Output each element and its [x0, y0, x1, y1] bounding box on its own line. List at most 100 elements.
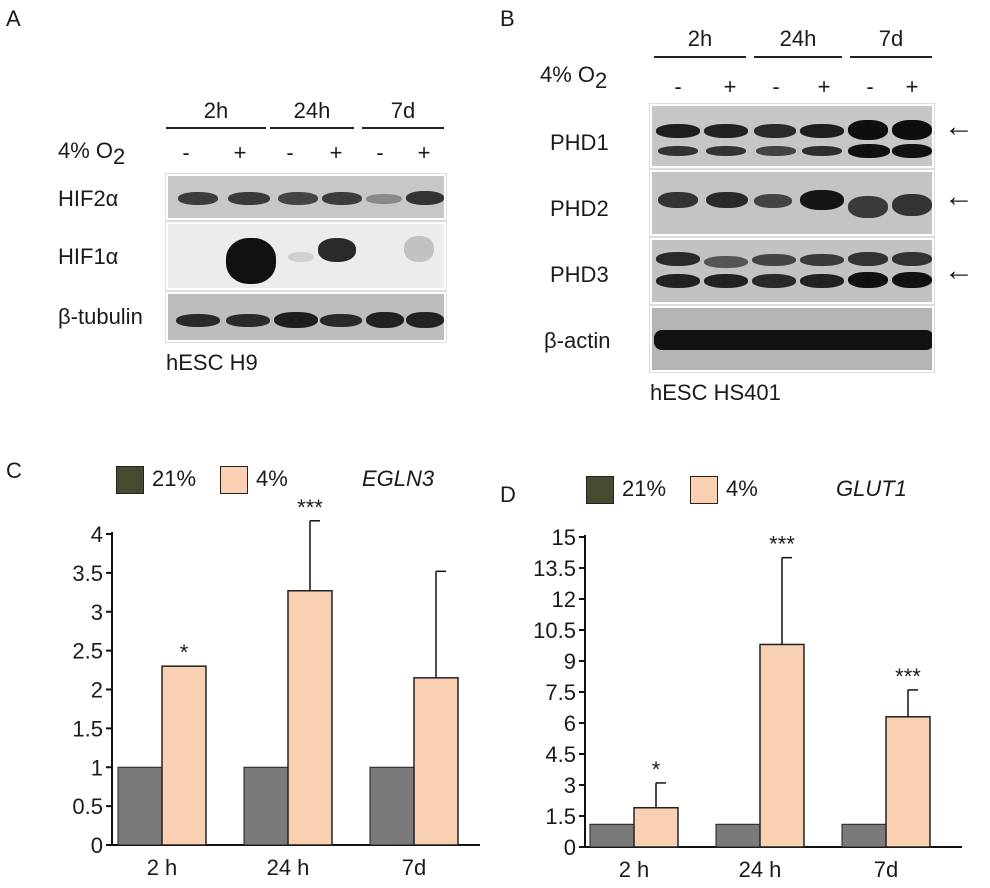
- panel-b-time-2h: 2h: [687, 26, 713, 51]
- panel-a-sign: -: [182, 140, 190, 165]
- y-tick-label: 2.5: [72, 639, 103, 664]
- blot-phd3: [649, 237, 935, 305]
- y-tick-label: 0: [91, 833, 103, 858]
- blot-phd1: [649, 103, 935, 169]
- y-tick-label: 1: [91, 755, 103, 780]
- y-tick-label: 4: [91, 522, 103, 547]
- panel-a-underline-7d: [362, 127, 444, 129]
- blot-hif1a: [165, 221, 447, 291]
- arrow-phd1-icon: ←: [944, 110, 974, 143]
- panel-b-condition-label: 4% O2: [540, 62, 608, 93]
- panel-b-underline-2h: [654, 56, 746, 58]
- y-tick-label: 0.5: [72, 794, 103, 819]
- bar-4: [885, 716, 931, 848]
- panel-b-sign: -: [866, 74, 874, 99]
- x-tick-label: 2 h: [147, 855, 178, 880]
- bar-21: [117, 766, 163, 846]
- y-tick-label: 3: [91, 600, 103, 625]
- panel-a-sign: -: [286, 140, 294, 165]
- panel-a-letter: A: [6, 6, 21, 31]
- y-tick-label: 1.5: [72, 716, 103, 741]
- panel-a-cell-line: hESC H9: [166, 350, 258, 375]
- x-tick-label: 24 h: [739, 857, 782, 882]
- y-tick-label: 7.5: [545, 680, 576, 705]
- y-tick-label: 9: [564, 649, 576, 674]
- panel-b-sign: +: [723, 74, 737, 99]
- panel-b-time-24h: 24h: [779, 26, 817, 51]
- bar-21: [841, 823, 887, 848]
- legend-swatch-4: [220, 466, 248, 494]
- legend-swatch-21: [586, 476, 614, 504]
- panel-a-sign: +: [329, 140, 343, 165]
- significance-label: *: [180, 640, 189, 665]
- bar-4: [633, 806, 679, 848]
- x-tick-label: 24 h: [267, 855, 310, 880]
- legend-label-4: 4%: [256, 466, 288, 491]
- arrow-phd3-icon: ←: [944, 254, 974, 287]
- y-tick-label: 4.5: [545, 742, 576, 767]
- bar-4: [161, 665, 207, 846]
- blot-label-phd2: PHD2: [550, 196, 609, 221]
- blot-label-phd1: PHD1: [550, 130, 609, 155]
- arrow-phd2-icon: ←: [944, 180, 974, 213]
- panel-a-time-7d: 7d: [390, 98, 416, 123]
- y-tick-label: 1.5: [545, 804, 576, 829]
- blot-beta-actin: [649, 305, 935, 373]
- panel-b-sign: -: [674, 74, 682, 99]
- y-tick-label: 15: [552, 525, 576, 550]
- gene-label-egln3: EGLN3: [362, 466, 435, 491]
- panel-b-letter: B: [500, 6, 515, 31]
- panel-b-sign: +: [817, 74, 831, 99]
- panel-a-sign: +: [233, 140, 247, 165]
- panel-b-sign: -: [772, 74, 780, 99]
- bar-4: [759, 643, 805, 848]
- legend-label-21: 21%: [152, 466, 197, 491]
- x-tick-label: 2 h: [619, 857, 650, 882]
- legend-swatch-21: [116, 466, 144, 494]
- panel-b-sign: +: [905, 74, 919, 99]
- legend-label-21: 21%: [622, 476, 667, 501]
- y-tick-label: 10.5: [533, 618, 576, 643]
- legend-swatch-4: [690, 476, 718, 504]
- blot-hif2a: [165, 173, 447, 221]
- panel-a-time-2h: 2h: [203, 98, 229, 123]
- panel-a-sign: -: [376, 140, 384, 165]
- bar-21: [243, 766, 289, 846]
- panel-b-underline-24h: [754, 56, 842, 58]
- bar-21: [589, 823, 635, 848]
- blot-label-hif1a: HIF1α: [58, 244, 119, 269]
- significance-label: ***: [895, 664, 921, 689]
- blot-beta-tubulin: [165, 291, 447, 343]
- panel-a-underline-24h: [270, 127, 354, 129]
- panel-b-cell-line: hESC HS401: [650, 380, 781, 405]
- legend-label-4: 4%: [726, 476, 758, 501]
- y-tick-label: 3.5: [72, 561, 103, 586]
- panel-a-sign: +: [417, 140, 431, 165]
- blot-label-beta-actin: β-actin: [544, 328, 611, 353]
- panel-a-underline-2h: [166, 127, 266, 129]
- significance-label: *: [652, 757, 661, 782]
- blot-label-hif2a: HIF2α: [58, 186, 119, 211]
- significance-label: ***: [769, 532, 795, 557]
- panel-d-letter: D: [500, 482, 516, 507]
- bar-21: [369, 766, 415, 846]
- blot-phd2: [649, 169, 935, 237]
- blot-label-beta-tubulin: β-tubulin: [58, 304, 143, 329]
- y-tick-label: 2: [91, 678, 103, 703]
- y-tick-label: 0: [564, 835, 576, 860]
- panel-a-condition-label: 4% O2: [58, 138, 126, 169]
- y-tick-label: 6: [564, 711, 576, 736]
- significance-label: ***: [297, 495, 323, 520]
- gene-label-glut1: GLUT1: [836, 476, 907, 501]
- y-tick-label: 3: [564, 773, 576, 798]
- y-tick-label: 12: [552, 587, 576, 612]
- blot-label-phd3: PHD3: [550, 262, 609, 287]
- x-tick-label: 7d: [874, 857, 898, 882]
- y-tick-label: 13.5: [533, 556, 576, 581]
- panel-b-underline-7d: [850, 56, 932, 58]
- panel-c-letter: C: [6, 458, 22, 483]
- panel-b-time-7d: 7d: [878, 26, 904, 51]
- panel-a-time-24h: 24h: [293, 98, 331, 123]
